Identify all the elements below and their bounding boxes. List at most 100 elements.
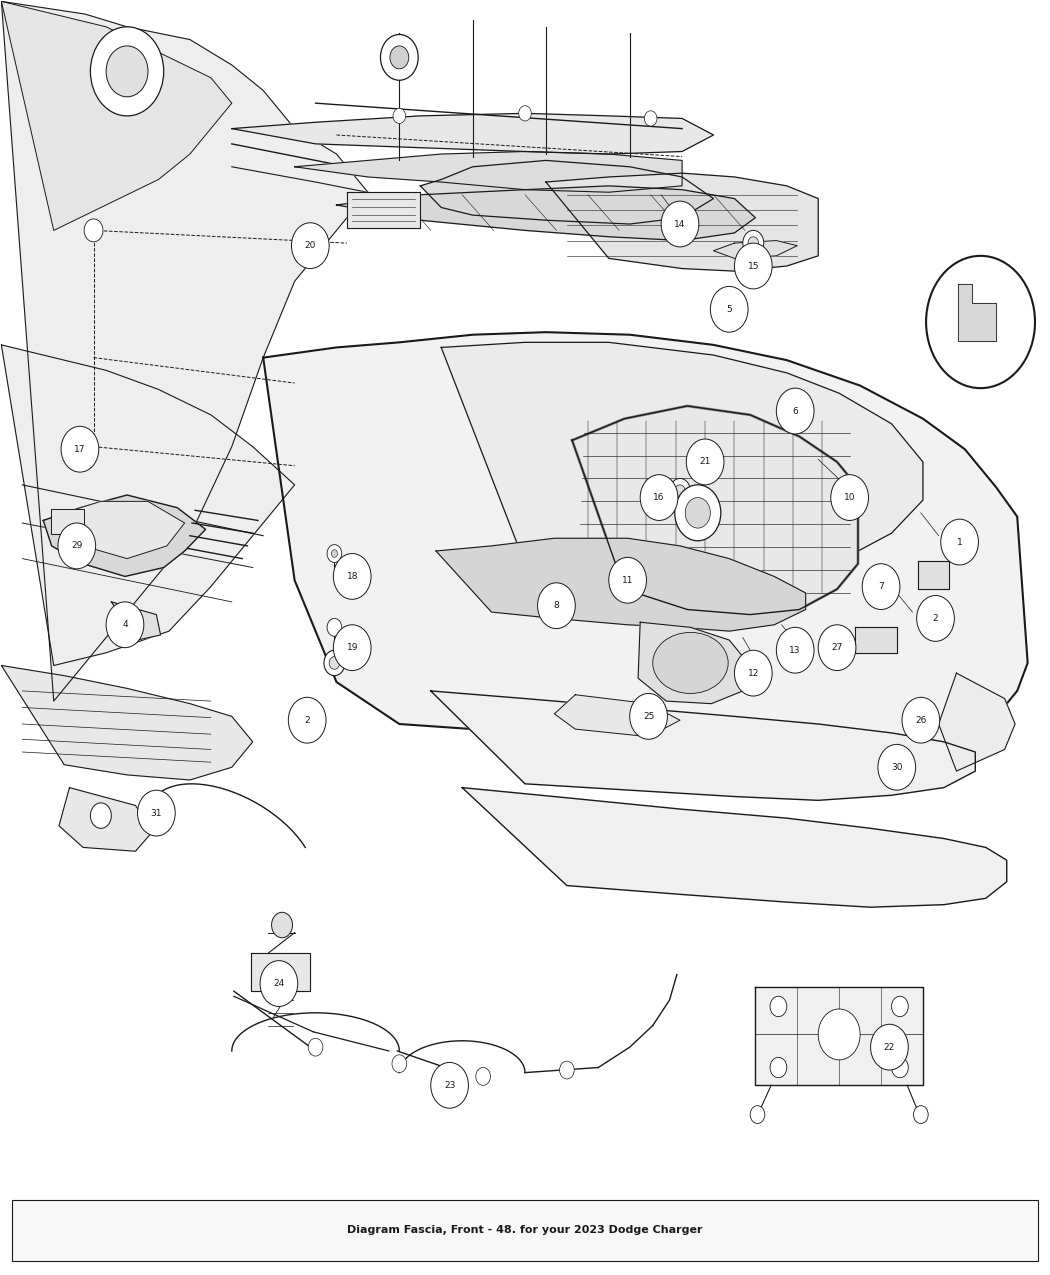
Text: 6: 6 [793, 407, 798, 416]
Polygon shape [232, 113, 714, 154]
Circle shape [393, 108, 405, 124]
Text: 27: 27 [832, 643, 843, 653]
Circle shape [891, 1057, 908, 1077]
Polygon shape [572, 405, 858, 615]
Polygon shape [1, 1, 232, 231]
Circle shape [670, 478, 691, 504]
FancyBboxPatch shape [50, 509, 84, 534]
Polygon shape [111, 602, 161, 640]
Polygon shape [546, 173, 818, 272]
Circle shape [106, 602, 144, 648]
Ellipse shape [653, 632, 728, 694]
Circle shape [687, 439, 723, 484]
Polygon shape [441, 343, 923, 576]
Text: 13: 13 [790, 645, 801, 655]
Circle shape [392, 1054, 406, 1072]
Circle shape [818, 625, 856, 671]
Circle shape [941, 519, 979, 565]
Polygon shape [1, 346, 295, 666]
Circle shape [476, 1067, 490, 1085]
Text: 26: 26 [916, 715, 926, 724]
Text: 1: 1 [957, 538, 963, 547]
Polygon shape [638, 622, 750, 704]
Circle shape [333, 625, 371, 671]
Circle shape [292, 223, 329, 269]
Circle shape [106, 46, 148, 97]
Circle shape [748, 237, 758, 250]
Text: 2: 2 [304, 715, 310, 724]
Circle shape [329, 657, 339, 669]
Circle shape [902, 697, 940, 743]
Text: 30: 30 [891, 762, 903, 771]
Circle shape [333, 553, 371, 599]
Polygon shape [346, 193, 420, 228]
Text: 22: 22 [884, 1043, 895, 1052]
Circle shape [926, 256, 1035, 388]
Polygon shape [295, 152, 682, 193]
Circle shape [61, 426, 99, 472]
Circle shape [640, 474, 678, 520]
Circle shape [430, 1062, 468, 1108]
Circle shape [560, 1061, 574, 1079]
Text: Diagram Fascia, Front - 48. for your 2023 Dodge Charger: Diagram Fascia, Front - 48. for your 202… [348, 1225, 702, 1235]
Text: 23: 23 [444, 1081, 456, 1090]
Polygon shape [436, 538, 805, 631]
Text: 25: 25 [643, 711, 654, 720]
Polygon shape [714, 241, 797, 259]
Text: 19: 19 [346, 643, 358, 653]
Circle shape [260, 960, 298, 1006]
Circle shape [742, 231, 763, 256]
Circle shape [58, 523, 96, 569]
Text: 7: 7 [878, 583, 884, 592]
Text: 3: 3 [991, 330, 997, 339]
Circle shape [862, 564, 900, 609]
Polygon shape [1, 666, 253, 780]
Circle shape [891, 996, 908, 1016]
Circle shape [138, 790, 175, 836]
Text: 21: 21 [699, 458, 711, 467]
Circle shape [272, 913, 293, 937]
Text: 24: 24 [273, 979, 285, 988]
Circle shape [289, 697, 327, 743]
Circle shape [750, 1105, 764, 1123]
Circle shape [662, 201, 699, 247]
Polygon shape [855, 627, 897, 653]
Text: 15: 15 [748, 261, 759, 270]
Polygon shape [59, 788, 153, 852]
Circle shape [645, 111, 657, 126]
Circle shape [831, 474, 868, 520]
Circle shape [675, 484, 686, 497]
Circle shape [675, 484, 721, 541]
Text: 16: 16 [653, 493, 665, 502]
Polygon shape [918, 561, 949, 589]
Circle shape [711, 287, 748, 333]
Circle shape [538, 583, 575, 629]
Circle shape [686, 497, 711, 528]
FancyBboxPatch shape [12, 1200, 1038, 1261]
Polygon shape [554, 695, 680, 737]
Circle shape [519, 106, 531, 121]
Polygon shape [430, 691, 975, 801]
Text: 12: 12 [748, 668, 759, 677]
Circle shape [84, 219, 103, 242]
Circle shape [630, 694, 668, 739]
Circle shape [328, 544, 341, 562]
Circle shape [324, 650, 344, 676]
Circle shape [734, 650, 772, 696]
Polygon shape [462, 788, 1007, 908]
Polygon shape [755, 987, 923, 1085]
Polygon shape [958, 284, 996, 342]
Text: 10: 10 [844, 493, 856, 502]
Circle shape [328, 618, 341, 636]
Text: 14: 14 [674, 219, 686, 228]
Polygon shape [336, 186, 755, 241]
Circle shape [776, 627, 814, 673]
Text: 18: 18 [346, 572, 358, 581]
Text: 29: 29 [71, 542, 83, 551]
Polygon shape [939, 673, 1015, 771]
Circle shape [331, 550, 337, 557]
Circle shape [770, 996, 786, 1016]
Polygon shape [420, 161, 714, 224]
Circle shape [609, 557, 647, 603]
Circle shape [776, 388, 814, 434]
